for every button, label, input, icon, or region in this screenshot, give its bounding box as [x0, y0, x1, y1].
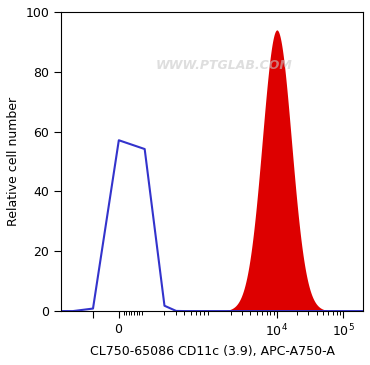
Text: WWW.PTGLAB.COM: WWW.PTGLAB.COM — [156, 59, 293, 72]
Y-axis label: Relative cell number: Relative cell number — [7, 97, 20, 226]
X-axis label: CL750-65086 CD11c (3.9), APC-A750-A: CL750-65086 CD11c (3.9), APC-A750-A — [90, 345, 334, 358]
